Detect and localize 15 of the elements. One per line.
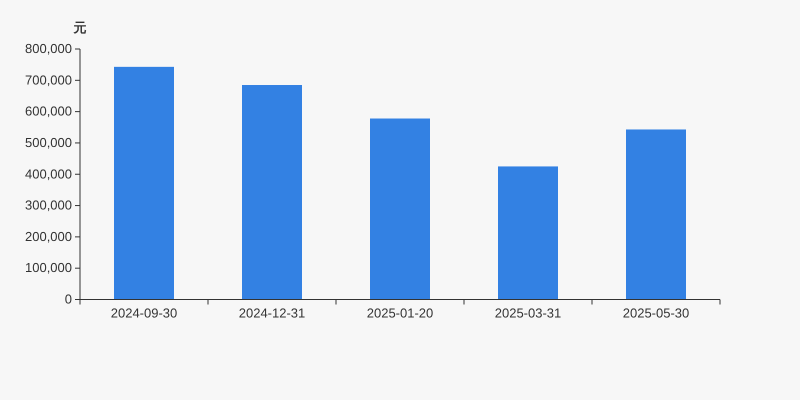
y-tick-label: 800,000 bbox=[25, 41, 72, 56]
y-tick-label: 0 bbox=[64, 292, 72, 306]
y-tick-label: 300,000 bbox=[25, 198, 72, 213]
y-tick-label: 600,000 bbox=[25, 104, 72, 119]
x-tick-label: 2025-01-20 bbox=[366, 306, 434, 320]
x-tick-label: 2025-03-31 bbox=[494, 306, 562, 320]
x-tick-label: 2024-12-31 bbox=[238, 306, 306, 320]
y-tick-label: 500,000 bbox=[25, 134, 72, 150]
y-axis-title: 元 bbox=[72, 20, 86, 35]
x-tick-label: 2024-09-30 bbox=[110, 306, 178, 320]
y-tick-label: 400,000 bbox=[25, 166, 72, 182]
y-tick-label: 700,000 bbox=[25, 72, 72, 88]
x-tick-label: 2025-05-30 bbox=[622, 306, 690, 320]
y-tick-label: 200,000 bbox=[25, 228, 72, 244]
y-tick-label: 100,000 bbox=[25, 260, 72, 276]
